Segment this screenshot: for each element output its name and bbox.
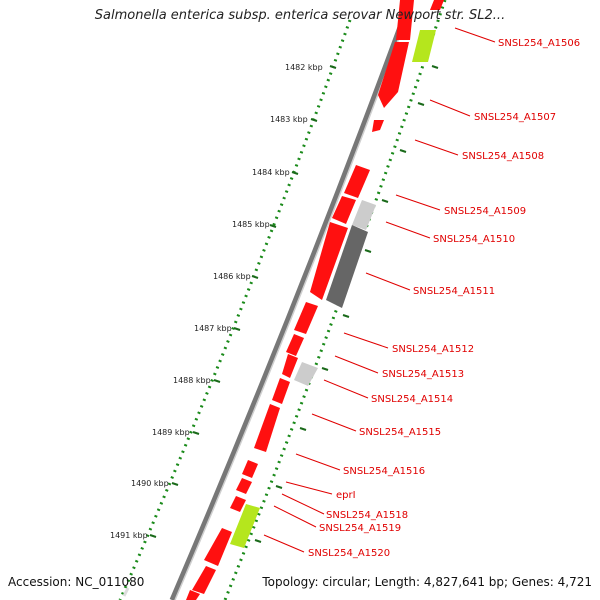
accession-text: Accession: NC_011080 [8, 575, 145, 589]
kbp-labels: 1482 kbp 1483 kbp 1484 kbp 1485 kbp 1486… [110, 63, 323, 540]
gene-feature [378, 42, 409, 108]
gene-feature [310, 222, 348, 300]
gene-label: SNSL254_A1512 [392, 344, 474, 355]
gene-feature [294, 362, 318, 386]
kbp-label: 1483 kbp [270, 115, 308, 124]
gene-feature [430, 0, 444, 10]
gene-label: SNSL254_A1511 [413, 286, 495, 297]
gene-feature [230, 496, 246, 512]
gene-feature [282, 354, 298, 378]
gene-label: SNSL254_A1510 [433, 234, 515, 245]
kbp-label: 1485 kbp [232, 220, 270, 229]
gene-label: SNSL254_A1515 [359, 427, 441, 438]
kbp-label: 1489 kbp [152, 428, 190, 437]
kbp-label: 1491 kbp [110, 531, 148, 540]
gene-feature [412, 30, 436, 62]
topology-text: Topology: circular; Length: 4,827,641 bp… [262, 575, 592, 589]
inner-ticks [254, 65, 439, 543]
ring-end-fragment [122, 587, 130, 597]
gene-label: SNSL254_A1509 [444, 206, 526, 217]
gene-feature [204, 528, 232, 566]
gene-feature [332, 196, 356, 224]
kbp-label: 1482 kbp [285, 63, 323, 72]
gene-label: SNSL254_A1518 [326, 510, 408, 521]
gene-label: SNSL254_A1506 [498, 38, 580, 49]
gene-feature [272, 378, 290, 404]
gene-feature [372, 120, 384, 132]
outer-dotted-ring [118, 19, 352, 600]
gene-label: SNSL254_A1520 [308, 548, 390, 559]
gene-feature [192, 566, 216, 594]
gene-label: SNSL254_A1514 [371, 394, 453, 405]
leader-lines [263, 27, 496, 553]
gene-label: eprI [336, 490, 356, 501]
gene-label: SNSL254_A1519 [319, 523, 401, 534]
gene-label: SNSL254_A1508 [462, 151, 544, 162]
kbp-label: 1486 kbp [213, 272, 251, 281]
map-title: Salmonella enterica subsp. enterica sero… [94, 8, 506, 23]
kbp-ticks [149, 65, 337, 538]
gene-label: SNSL254_A1507 [474, 112, 556, 123]
kbp-label: 1484 kbp [252, 168, 290, 177]
gene-features [186, 0, 444, 600]
gene-feature [230, 504, 260, 548]
gene-label: SNSL254_A1513 [382, 369, 464, 380]
gene-labels: SNSL254_A1506 SNSL254_A1507 SNSL254_A150… [308, 38, 580, 559]
gene-feature [294, 302, 318, 334]
gene-feature [236, 478, 252, 494]
kbp-label: 1490 kbp [131, 479, 169, 488]
gene-feature [396, 0, 414, 40]
backbone-ring [169, 0, 413, 600]
gene-label: SNSL254_A1516 [343, 466, 425, 477]
gene-feature [186, 590, 200, 600]
gene-feature [242, 460, 258, 478]
gene-feature [326, 225, 368, 308]
gene-feature [286, 334, 304, 356]
kbp-label: 1488 kbp [173, 376, 211, 385]
gene-feature [352, 200, 376, 230]
gene-feature [254, 404, 280, 452]
kbp-label: 1487 kbp [194, 324, 232, 333]
gene-feature [344, 165, 370, 198]
